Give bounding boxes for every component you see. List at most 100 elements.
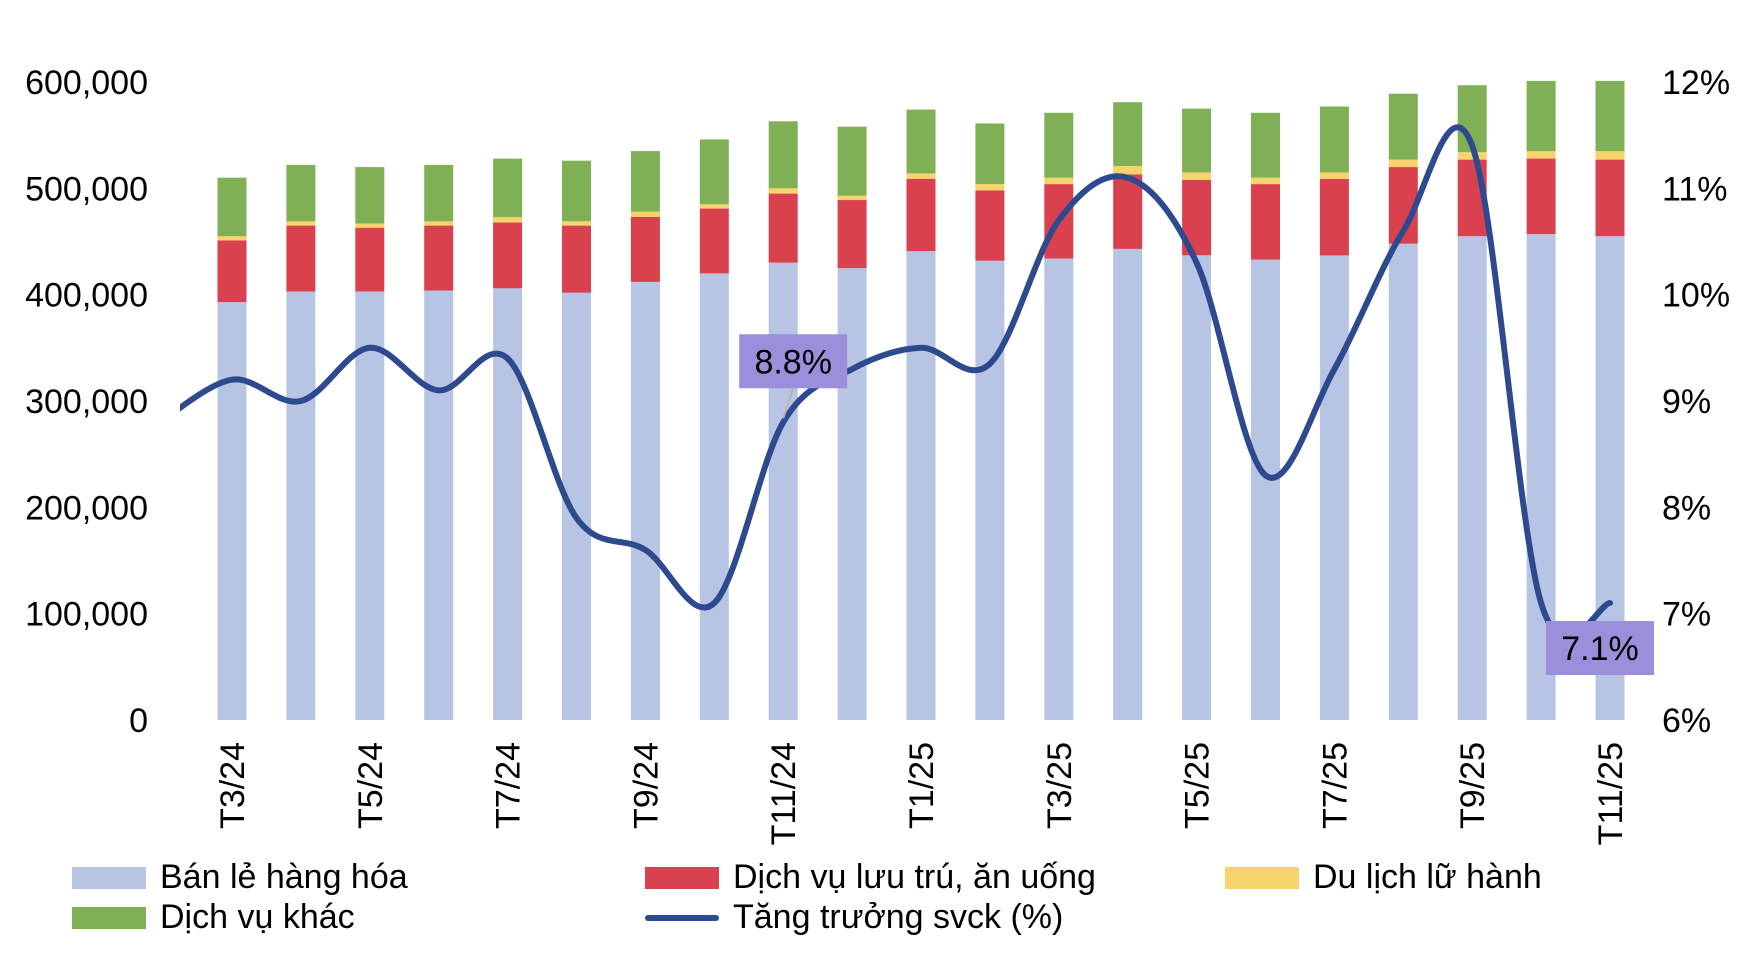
bar-segment bbox=[906, 178, 936, 252]
bar-segment bbox=[217, 177, 247, 237]
bar-segment bbox=[906, 109, 936, 174]
bar-segment bbox=[1457, 152, 1487, 160]
x-tick-label: T3/24 bbox=[214, 742, 252, 829]
bar-segment bbox=[975, 184, 1005, 191]
bar-segment bbox=[355, 227, 385, 292]
bar-segment bbox=[1388, 243, 1418, 720]
bar-segment bbox=[424, 221, 454, 226]
bar-segment bbox=[286, 164, 316, 222]
bar-segment bbox=[699, 204, 729, 209]
bar-segment bbox=[630, 211, 660, 217]
bar-segment bbox=[1251, 112, 1280, 178]
growth-line bbox=[180, 124, 1613, 640]
bar-segment bbox=[1251, 177, 1280, 185]
bar-segment bbox=[699, 139, 729, 205]
y-left-tick-label: 500,000 bbox=[25, 170, 148, 208]
bar-segment bbox=[286, 221, 316, 226]
annotations: 8.8% 7.1% bbox=[739, 334, 1654, 676]
bar-segment bbox=[424, 164, 454, 222]
y-right-tick-label: 10% bbox=[1662, 277, 1730, 315]
x-tick-label: T11/24 bbox=[765, 742, 803, 845]
bar-segment bbox=[217, 236, 247, 241]
annotation-label: 8.8% bbox=[754, 343, 832, 381]
bar-segment bbox=[1388, 93, 1418, 160]
bar-segment bbox=[286, 225, 316, 292]
x-tick-label: T9/25 bbox=[1454, 742, 1492, 829]
bar-segment bbox=[699, 208, 729, 274]
bar-segment bbox=[630, 151, 660, 212]
growth-line-path bbox=[180, 124, 1613, 640]
y-right-tick-label: 6% bbox=[1662, 702, 1711, 740]
bar-segment bbox=[562, 225, 591, 293]
bar-segment bbox=[768, 262, 798, 720]
x-tick-label: T11/25 bbox=[1592, 742, 1630, 845]
x-tick-label: T7/25 bbox=[1316, 742, 1354, 829]
y-axis-left: 0 100,000 200,000 300,000 400,000 500,000 600,… bbox=[25, 64, 148, 740]
bar-segment bbox=[1044, 177, 1074, 185]
bar-segment bbox=[493, 158, 523, 218]
bar-segment bbox=[1182, 255, 1212, 721]
bar-segment bbox=[975, 260, 1005, 720]
bar-segment bbox=[1457, 236, 1487, 720]
bar-segment bbox=[837, 126, 867, 196]
bars bbox=[217, 80, 1625, 721]
bar-segment bbox=[906, 251, 936, 720]
bar-segment bbox=[906, 173, 936, 179]
bar-segment bbox=[1595, 159, 1625, 237]
y-right-tick-label: 7% bbox=[1662, 596, 1711, 634]
bar-segment bbox=[562, 221, 591, 226]
bar-segment bbox=[768, 121, 798, 189]
bar-segment bbox=[217, 240, 247, 303]
bar-segment bbox=[355, 223, 385, 228]
bar-segment bbox=[837, 200, 867, 269]
annotation-box bbox=[1546, 621, 1654, 676]
bar-segment bbox=[1251, 184, 1280, 260]
bar-segment bbox=[630, 217, 660, 282]
bar-segment bbox=[1182, 172, 1212, 180]
bar-segment bbox=[1251, 259, 1280, 720]
bar-segment bbox=[1319, 255, 1349, 721]
bar-segment bbox=[424, 225, 454, 291]
y-left-tick-label: 600,000 bbox=[25, 64, 148, 102]
bar-segment bbox=[1044, 112, 1074, 178]
bar-segment bbox=[1526, 151, 1556, 159]
bar-segment bbox=[1595, 80, 1625, 152]
bar-segment bbox=[424, 290, 454, 720]
x-tick-label: T3/25 bbox=[1041, 742, 1079, 829]
annotation-label: 7.1% bbox=[1561, 630, 1639, 668]
y-left-tick-label: 100,000 bbox=[25, 596, 148, 634]
bar-segment bbox=[1319, 106, 1349, 173]
x-axis-ticks: T3/24 T5/24 T7/24 T9/24 T11/24 T1/25 T3/25 T5/2… bbox=[214, 742, 1630, 845]
bar-segment bbox=[286, 291, 316, 720]
y-left-tick-label: 0 bbox=[129, 702, 148, 740]
annotation-leader bbox=[782, 387, 795, 419]
bar-segment bbox=[630, 281, 660, 720]
bar-segment bbox=[217, 302, 247, 720]
x-tick-label: T5/24 bbox=[352, 742, 390, 829]
y-left-tick-label: 200,000 bbox=[25, 489, 148, 527]
bar-segment bbox=[1319, 178, 1349, 256]
y-right-tick-label: 9% bbox=[1662, 383, 1711, 421]
y-right-tick-label: 11% bbox=[1662, 170, 1728, 208]
bar-segment bbox=[1526, 158, 1556, 235]
x-tick-label: T5/25 bbox=[1179, 742, 1217, 829]
bar-segment bbox=[1319, 172, 1349, 179]
bar-segment bbox=[355, 291, 385, 720]
bar-segment bbox=[699, 273, 729, 720]
bar-segment bbox=[837, 195, 867, 201]
y-right-tick-label: 12% bbox=[1662, 64, 1730, 102]
bar-segment bbox=[493, 217, 523, 223]
bar-segment bbox=[355, 167, 385, 224]
bar-segment bbox=[493, 222, 523, 289]
bar-segment bbox=[1113, 166, 1143, 175]
bar-segment bbox=[1388, 159, 1418, 167]
annotation-box bbox=[739, 334, 848, 389]
y-axis-right: 6% 7% 8% 9% 10% 11% 12% bbox=[1662, 64, 1730, 740]
bar-segment bbox=[768, 188, 798, 194]
y-left-tick-label: 300,000 bbox=[25, 383, 148, 421]
bar-segment bbox=[1113, 174, 1143, 249]
x-tick-label: T7/24 bbox=[490, 742, 528, 829]
y-left-tick-label: 400,000 bbox=[25, 277, 148, 315]
bar-segment bbox=[1526, 80, 1556, 152]
